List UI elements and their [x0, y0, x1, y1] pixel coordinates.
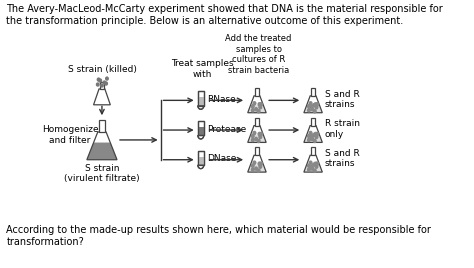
- Circle shape: [260, 162, 263, 165]
- Circle shape: [106, 77, 108, 80]
- Circle shape: [312, 104, 315, 107]
- Polygon shape: [198, 151, 204, 165]
- Circle shape: [251, 134, 254, 137]
- Circle shape: [313, 139, 316, 143]
- Circle shape: [259, 165, 262, 168]
- Circle shape: [258, 103, 261, 106]
- Circle shape: [316, 103, 319, 106]
- Circle shape: [253, 131, 256, 135]
- Circle shape: [314, 162, 317, 165]
- Circle shape: [312, 133, 315, 137]
- Circle shape: [258, 162, 261, 165]
- Text: According to the made-up results shown here, which material would be responsible: According to the made-up results shown h…: [7, 225, 431, 247]
- Polygon shape: [100, 82, 104, 89]
- Circle shape: [260, 103, 263, 106]
- Circle shape: [315, 165, 318, 168]
- Circle shape: [257, 110, 260, 113]
- Circle shape: [308, 105, 310, 108]
- Text: Protease: Protease: [207, 125, 246, 133]
- Polygon shape: [248, 105, 266, 113]
- Circle shape: [259, 106, 262, 109]
- Circle shape: [100, 84, 103, 87]
- Polygon shape: [198, 106, 204, 109]
- Text: Treat samples
with: Treat samples with: [171, 59, 234, 79]
- Text: DNase: DNase: [207, 154, 236, 163]
- Polygon shape: [255, 88, 259, 96]
- Circle shape: [311, 108, 314, 111]
- Circle shape: [251, 105, 254, 108]
- Polygon shape: [311, 147, 315, 155]
- Circle shape: [255, 137, 257, 140]
- Circle shape: [312, 163, 315, 166]
- Circle shape: [255, 167, 257, 170]
- Circle shape: [257, 139, 260, 143]
- Circle shape: [309, 131, 312, 135]
- Circle shape: [251, 109, 254, 112]
- Polygon shape: [304, 135, 322, 142]
- Circle shape: [310, 135, 313, 139]
- Circle shape: [308, 134, 310, 137]
- Polygon shape: [248, 165, 266, 172]
- Polygon shape: [87, 143, 117, 160]
- Circle shape: [316, 132, 319, 136]
- Polygon shape: [198, 127, 204, 136]
- Text: S and R
strains: S and R strains: [325, 90, 360, 109]
- Polygon shape: [198, 165, 204, 169]
- Circle shape: [251, 168, 254, 171]
- Circle shape: [308, 168, 310, 171]
- Polygon shape: [255, 118, 259, 126]
- Circle shape: [105, 82, 108, 85]
- Text: RNase: RNase: [207, 95, 236, 104]
- Circle shape: [257, 169, 260, 172]
- Circle shape: [315, 106, 318, 109]
- Circle shape: [316, 162, 319, 165]
- Circle shape: [97, 78, 100, 81]
- Circle shape: [310, 106, 313, 109]
- Circle shape: [253, 161, 256, 164]
- Circle shape: [260, 132, 263, 136]
- Circle shape: [315, 135, 318, 139]
- Text: The Avery-MacLeod-McCarty experiment showed that DNA is the material responsible: The Avery-MacLeod-McCarty experiment sho…: [7, 4, 443, 26]
- Text: S strain
(virulent filtrate): S strain (virulent filtrate): [64, 164, 140, 183]
- Circle shape: [313, 169, 316, 172]
- Circle shape: [309, 102, 312, 105]
- Polygon shape: [198, 91, 204, 106]
- Circle shape: [255, 108, 257, 111]
- Polygon shape: [311, 88, 315, 96]
- Circle shape: [314, 132, 317, 136]
- Polygon shape: [304, 165, 322, 172]
- Polygon shape: [198, 121, 204, 136]
- Circle shape: [103, 81, 106, 84]
- Polygon shape: [198, 136, 204, 139]
- Polygon shape: [99, 120, 105, 132]
- Circle shape: [99, 79, 101, 82]
- Circle shape: [309, 161, 312, 164]
- Circle shape: [310, 165, 313, 168]
- Circle shape: [308, 109, 310, 112]
- Polygon shape: [304, 105, 322, 113]
- Circle shape: [251, 164, 254, 167]
- Circle shape: [308, 138, 310, 142]
- Polygon shape: [198, 97, 204, 106]
- Circle shape: [97, 83, 99, 86]
- Text: Add the treated
samples to
cultures of R
strain bacteria: Add the treated samples to cultures of R…: [226, 34, 292, 75]
- Text: Homogenize
and filter: Homogenize and filter: [42, 125, 99, 145]
- Circle shape: [313, 110, 316, 113]
- Circle shape: [311, 137, 314, 140]
- Circle shape: [253, 102, 256, 105]
- Circle shape: [258, 132, 261, 136]
- Circle shape: [308, 164, 310, 167]
- Text: R strain
only: R strain only: [325, 119, 360, 139]
- Polygon shape: [198, 157, 204, 165]
- Circle shape: [314, 103, 317, 106]
- Polygon shape: [311, 118, 315, 126]
- Polygon shape: [248, 135, 266, 142]
- Circle shape: [259, 135, 262, 139]
- Text: S strain (killed): S strain (killed): [67, 65, 137, 74]
- Polygon shape: [255, 147, 259, 155]
- Text: S and R
strains: S and R strains: [325, 149, 360, 169]
- Circle shape: [251, 138, 254, 142]
- Circle shape: [311, 167, 314, 170]
